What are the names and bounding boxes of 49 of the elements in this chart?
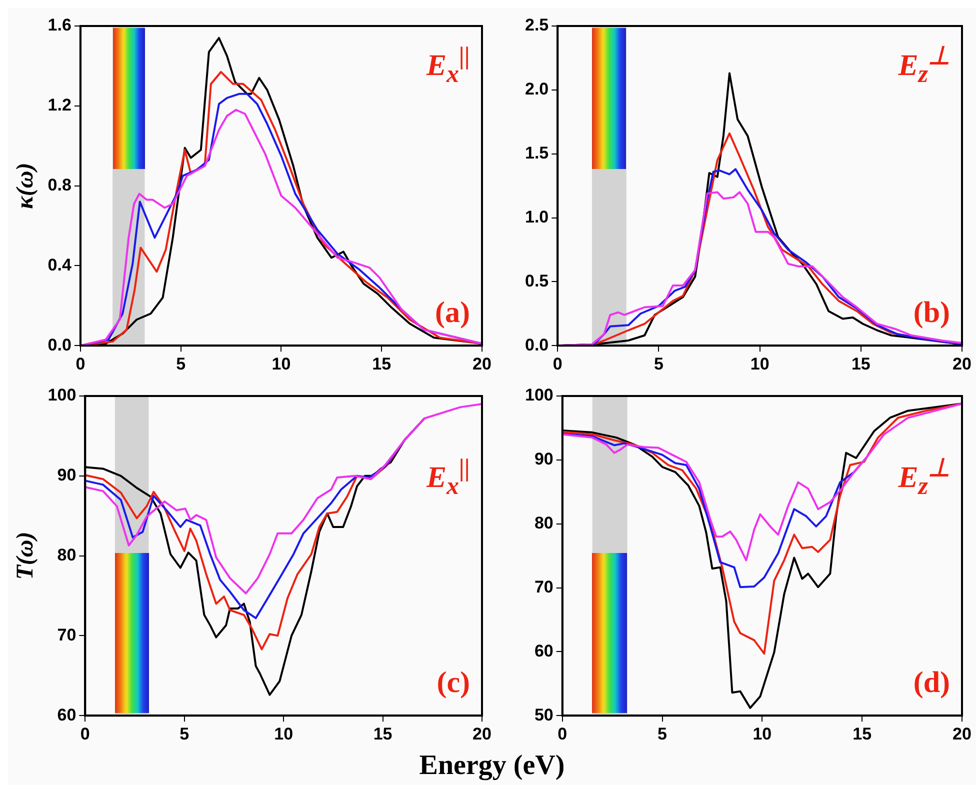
y-tick-label: 60 [57, 705, 76, 724]
x-tick-label: 10 [272, 354, 291, 374]
x-axis-title: Energy (eV) [418, 750, 566, 782]
y-tick-label: 1.5 [524, 144, 549, 163]
y-tick-label: 1.0 [524, 207, 549, 226]
x-tick-label: 20 [952, 724, 972, 744]
annotation: (a) [435, 296, 470, 329]
y-tick-label: 90 [534, 450, 554, 469]
y-tick-label: 60 [534, 641, 554, 660]
y-tick-label: 100 [48, 386, 76, 405]
x-tick-label: 10 [274, 724, 294, 744]
annotation: (c) [436, 666, 470, 699]
x-tick-label: 20 [952, 354, 972, 374]
y-tick-label: 100 [524, 386, 554, 405]
y-tick-label: 2.0 [524, 80, 549, 99]
x-tick-label: 20 [472, 724, 492, 744]
x-tick-label: 5 [180, 724, 190, 744]
y-tick-label: 0.8 [48, 175, 72, 194]
x-tick-label: 15 [851, 354, 870, 374]
y-tick-label: 50 [534, 705, 554, 724]
y-tick-label: 0.0 [524, 335, 549, 354]
x-tick-label: 15 [373, 724, 392, 744]
y-tick-label: 1.2 [48, 96, 72, 115]
y-axis-title: T(ω) [12, 532, 39, 580]
y-axis-title: κ(ω) [12, 162, 39, 209]
x-tick-label: 5 [176, 354, 186, 374]
y-tick-label: 0.0 [48, 335, 72, 354]
x-tick-label: 5 [654, 354, 664, 374]
x-tick-label: 15 [852, 724, 872, 744]
y-tick-label: 90 [57, 466, 76, 485]
y-tick-label: 0.5 [524, 271, 549, 290]
x-tick-label: 0 [552, 354, 562, 374]
y-tick-label: 1.6 [48, 16, 72, 35]
x-tick-label: 5 [658, 724, 668, 744]
annotation: (d) [913, 666, 950, 699]
x-tick-label: 15 [372, 354, 392, 374]
y-tick-label: 2.5 [524, 16, 549, 35]
x-tick-label: 20 [472, 354, 492, 374]
annotation: (b) [913, 296, 950, 329]
y-tick-label: 70 [534, 577, 554, 596]
x-tick-label: 0 [76, 354, 86, 374]
y-tick-label: 0.4 [48, 255, 72, 274]
y-tick-label: 70 [57, 625, 76, 644]
x-tick-label: 10 [752, 724, 772, 744]
y-tick-label: 80 [534, 514, 554, 533]
y-tick-label: 80 [57, 545, 76, 564]
x-tick-label: 0 [558, 724, 568, 744]
x-tick-label: 10 [750, 354, 770, 374]
x-tick-label: 0 [80, 724, 90, 744]
